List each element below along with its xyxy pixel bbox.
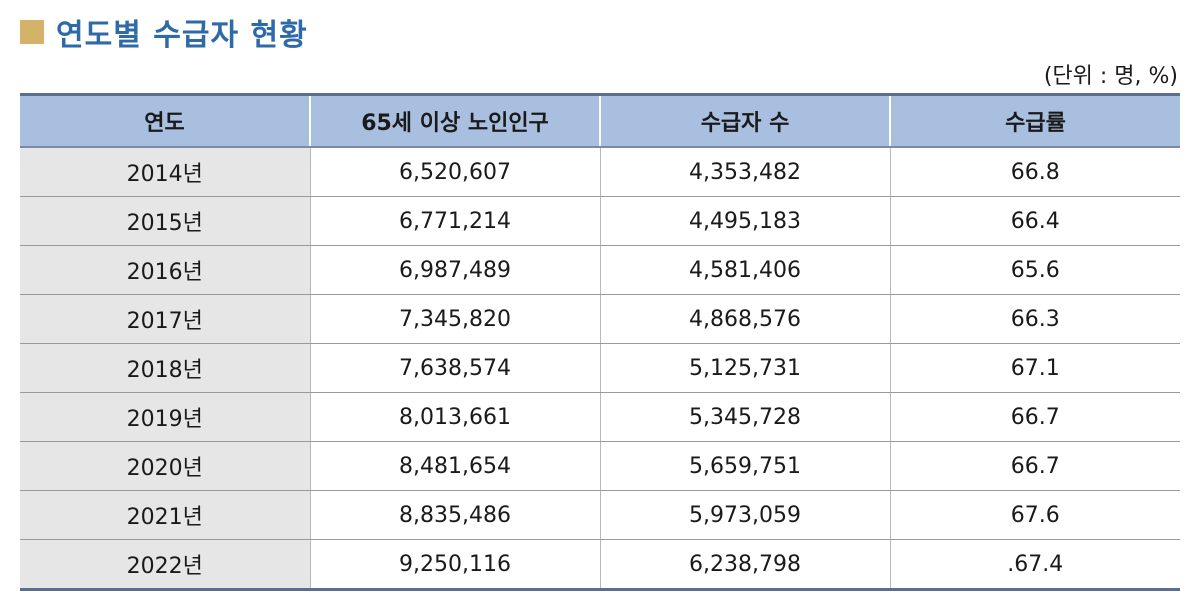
cell-year: 2015년 [20,196,310,246]
cell-recipient-count: 4,868,576 [599,294,890,344]
table-row: 2017년 7,345,820 4,868,576 66.3 [20,294,1180,344]
cell-year: 2019년 [20,392,310,442]
table-row: 2016년 6,987,489 4,581,406 65.6 [20,245,1180,295]
table-row: 2018년 7,638,574 5,125,731 67.1 [20,343,1180,393]
cell-year: 2016년 [20,245,310,295]
cell-elderly-population: 6,771,214 [309,196,600,246]
cell-year: 2021년 [20,490,310,540]
table-row: 2014년 6,520,607 4,353,482 66.8 [20,147,1180,197]
cell-elderly-population: 6,987,489 [309,245,600,295]
cell-elderly-population: 8,835,486 [309,490,600,540]
cell-recipient-rate: 65.6 [889,245,1180,295]
header-elderly-population: 65세 이상 노인인구 [309,93,600,148]
cell-year: 2020년 [20,441,310,491]
cell-recipient-rate: 66.4 [889,196,1180,246]
header-recipient-count: 수급자 수 [599,93,890,148]
cell-recipient-rate: .67.4 [889,539,1180,591]
table-row: 2019년 8,013,661 5,345,728 66.7 [20,392,1180,442]
cell-year: 2014년 [20,147,310,197]
header-year: 연도 [20,93,310,148]
cell-recipient-count: 5,973,059 [599,490,890,540]
cell-recipient-count: 6,238,798 [599,539,890,591]
cell-elderly-population: 7,638,574 [309,343,600,393]
table-row: 2022년 9,250,116 6,238,798 .67.4 [20,539,1180,591]
page-title: 연도별 수급자 현황 [56,18,308,53]
cell-recipient-count: 5,659,751 [599,441,890,491]
section-title: 연도별 수급자 현황 [20,10,308,54]
cell-recipient-count: 5,345,728 [599,392,890,442]
cell-recipient-count: 5,125,731 [599,343,890,393]
cell-recipient-count: 4,353,482 [599,147,890,197]
cell-recipient-rate: 67.6 [889,490,1180,540]
cell-elderly-population: 7,345,820 [309,294,600,344]
cell-recipient-rate: 66.3 [889,294,1180,344]
table-row: 2021년 8,835,486 5,973,059 67.6 [20,490,1180,540]
cell-recipient-count: 4,581,406 [599,245,890,295]
cell-year: 2022년 [20,539,310,591]
table-row: 2020년 8,481,654 5,659,751 66.7 [20,441,1180,491]
cell-year: 2018년 [20,343,310,393]
cell-elderly-population: 6,520,607 [309,147,600,197]
table-row: 2015년 6,771,214 4,495,183 66.4 [20,196,1180,246]
recipients-table: 연도 65세 이상 노인인구 수급자 수 수급률 2014년 6,520,607… [20,93,1180,591]
cell-elderly-population: 8,481,654 [309,441,600,491]
cell-recipient-rate: 66.7 [889,392,1180,442]
table-header-row: 연도 65세 이상 노인인구 수급자 수 수급률 [20,93,1180,148]
cell-year: 2017년 [20,294,310,344]
header-recipient-rate: 수급률 [889,93,1180,148]
cell-recipient-rate: 66.8 [889,147,1180,197]
unit-label: (단위 : 명, %) [1043,64,1178,89]
cell-recipient-rate: 66.7 [889,441,1180,491]
cell-elderly-population: 8,013,661 [309,392,600,442]
cell-recipient-rate: 67.1 [889,343,1180,393]
square-bullet-icon [20,20,44,44]
cell-elderly-population: 9,250,116 [309,539,600,591]
cell-recipient-count: 4,495,183 [599,196,890,246]
